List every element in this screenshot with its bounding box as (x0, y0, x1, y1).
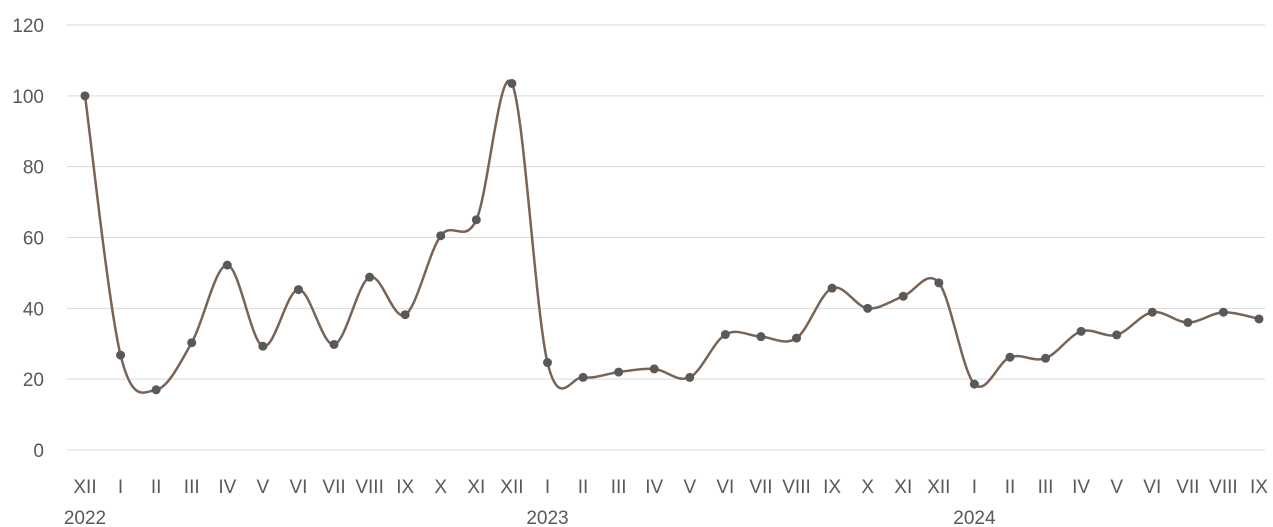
x-tick-label: IV (218, 477, 236, 498)
x-tick-label: VII (749, 477, 772, 498)
x-tick-label: I (118, 477, 123, 498)
gridlines (67, 24, 1265, 451)
data-point (863, 303, 873, 313)
data-point (151, 385, 161, 395)
data-point (685, 372, 695, 382)
y-axis-ticks: 0 20 40 60 80 100 120 (12, 16, 44, 462)
data-point (827, 283, 837, 293)
y-tick-label: 20 (23, 370, 44, 391)
x-tick-label: XI (894, 477, 912, 498)
x-tick-label: III (1038, 477, 1054, 498)
data-point (1218, 307, 1228, 317)
x-tick-label: XII (500, 477, 523, 498)
x-tick-label: XII (927, 477, 950, 498)
x-tick-label: V (1110, 477, 1123, 498)
data-point (649, 364, 659, 374)
data-point (1183, 318, 1193, 327)
data-point (934, 278, 944, 288)
x-tick-label: III (611, 477, 627, 498)
x-tick-label: V (257, 477, 270, 498)
y-tick-label: 80 (23, 158, 44, 179)
data-point (436, 231, 446, 241)
data-point (756, 332, 766, 342)
data-point (222, 260, 232, 270)
x-tick-label: II (1005, 477, 1016, 498)
data-point (365, 272, 375, 282)
data-point (898, 291, 908, 301)
x-tick-label: VI (1143, 477, 1161, 498)
x-tick-label: III (184, 477, 200, 498)
data-point (1005, 352, 1015, 362)
x-tick-label: VIII (1209, 477, 1238, 498)
data-point (578, 372, 588, 382)
data-point (293, 285, 303, 295)
x-tick-label: II (151, 477, 162, 498)
y-tick-label: 120 (12, 16, 44, 37)
x-tick-label: XI (467, 477, 485, 498)
x-tick-label: VIII (782, 477, 811, 498)
year-label-2024: 2024 (953, 508, 996, 527)
data-point (1076, 326, 1086, 336)
year-label-2023: 2023 (526, 508, 568, 527)
data-point (792, 333, 802, 343)
y-tick-label: 0 (33, 441, 44, 462)
x-tick-label: IX (396, 477, 414, 498)
data-point (187, 338, 197, 348)
x-tick-label: X (434, 477, 447, 498)
data-point (471, 215, 481, 225)
x-tick-label: VI (716, 477, 734, 498)
x-tick-label: I (972, 477, 977, 498)
x-tick-label: XII (73, 477, 96, 498)
data-point (1147, 307, 1157, 317)
data-point (258, 341, 268, 351)
x-tick-label: VII (322, 477, 345, 498)
year-labels: 2022 2023 2024 (64, 508, 996, 527)
data-point (720, 330, 730, 340)
x-tick-label: VI (289, 477, 307, 498)
x-tick-label: IV (1072, 477, 1090, 498)
data-point (1041, 353, 1051, 363)
data-point (1254, 314, 1264, 324)
y-tick-label: 60 (23, 229, 44, 250)
data-point (80, 91, 90, 101)
data-point (329, 339, 339, 349)
x-tick-label: I (545, 477, 550, 498)
data-point (116, 350, 126, 360)
data-points (80, 78, 1264, 395)
x-tick-label: VIII (355, 477, 384, 498)
x-axis-ticks: XII I II III IV V VI VII VIII IX X XI XII I II III IV V VI… (73, 477, 1268, 498)
x-tick-label: IX (1250, 477, 1268, 498)
year-label-2022: 2022 (64, 508, 106, 527)
x-tick-label: IV (645, 477, 663, 498)
data-point (542, 358, 552, 368)
data-point (614, 367, 624, 377)
x-tick-label: X (861, 477, 874, 498)
data-point (507, 78, 517, 88)
data-point (969, 379, 979, 389)
y-tick-label: 100 (12, 87, 44, 108)
y-tick-label: 40 (23, 299, 44, 320)
data-point (1112, 330, 1122, 340)
x-tick-label: V (683, 477, 696, 498)
x-tick-label: VII (1176, 477, 1199, 498)
x-tick-label: IX (823, 477, 841, 498)
x-tick-label: II (578, 477, 589, 498)
data-point (400, 310, 410, 320)
